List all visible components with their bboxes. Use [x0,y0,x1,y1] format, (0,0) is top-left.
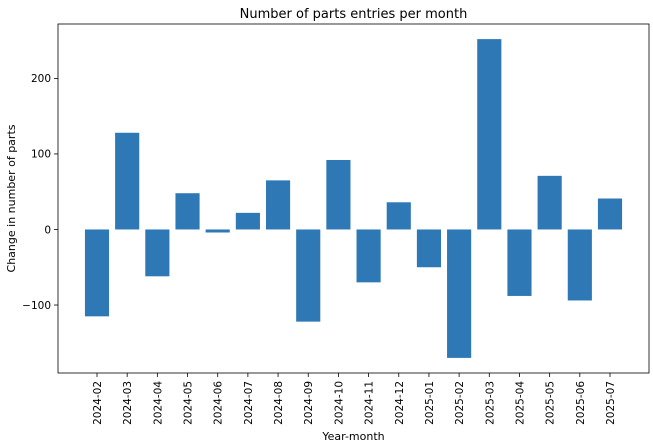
bar-2024-02 [84,229,110,317]
bar-2024-10 [326,159,351,230]
x-axis-ticks: 2024-02 2024-03 2024-04 2024-05 2024-06 2024-… [92,373,617,425]
x-tick-label: 2025-07 [605,381,617,425]
y-tick-label: 0 [44,224,51,236]
x-tick-label: 2025-04 [514,381,526,425]
bar-2025-05 [537,175,562,230]
y-tick-label: 100 [31,149,51,161]
bar-2024-09 [296,229,321,322]
bar-2024-11 [356,229,381,283]
bar-2025-07 [597,198,623,230]
x-tick-label: 2025-03 [484,381,496,425]
x-tick-label: 2024-04 [152,381,164,425]
bar-2025-01 [416,229,442,268]
x-tick-label: 2025-01 [424,381,436,425]
bar-2024-06 [205,229,230,233]
bar-2025-03 [477,39,502,230]
x-tick-label: 2024-11 [364,381,376,425]
x-tick-label: 2024-12 [394,381,406,425]
bar-2025-04 [507,229,532,296]
x-tick-label: 2024-05 [183,381,195,425]
bar-2024-12 [386,202,411,230]
x-tick-label: 2025-05 [545,381,557,425]
x-tick-label: 2025-06 [575,381,587,425]
chart-title: Number of parts entries per month [240,7,468,22]
y-axis-label: Change in number of parts [5,124,18,272]
x-tick-label: 2024-07 [243,381,255,425]
x-tick-label: 2025-02 [454,381,466,425]
x-tick-label: 2024-09 [303,381,315,425]
bar-2024-04 [145,229,170,277]
x-tick-label: 2024-02 [92,381,104,425]
y-axis-ticks: −100 0 100 200 [22,73,58,312]
bar-2024-05 [175,193,200,230]
bar-2024-03 [115,132,140,230]
y-tick-label: 200 [31,73,51,85]
bars-group [84,39,623,358]
bar-2024-08 [265,180,291,230]
x-tick-label: 2024-03 [122,381,134,425]
bar-2025-02 [447,229,472,358]
x-tick-label: 2024-10 [333,381,345,425]
x-tick-label: 2024-06 [213,381,225,425]
y-tick-label: −100 [22,300,51,312]
bar-2024-07 [235,212,260,230]
x-axis-label: Year-month [321,430,384,443]
bar-2025-06 [567,229,592,301]
plot-area-frame [57,23,650,374]
x-tick-label: 2024-08 [273,381,285,425]
